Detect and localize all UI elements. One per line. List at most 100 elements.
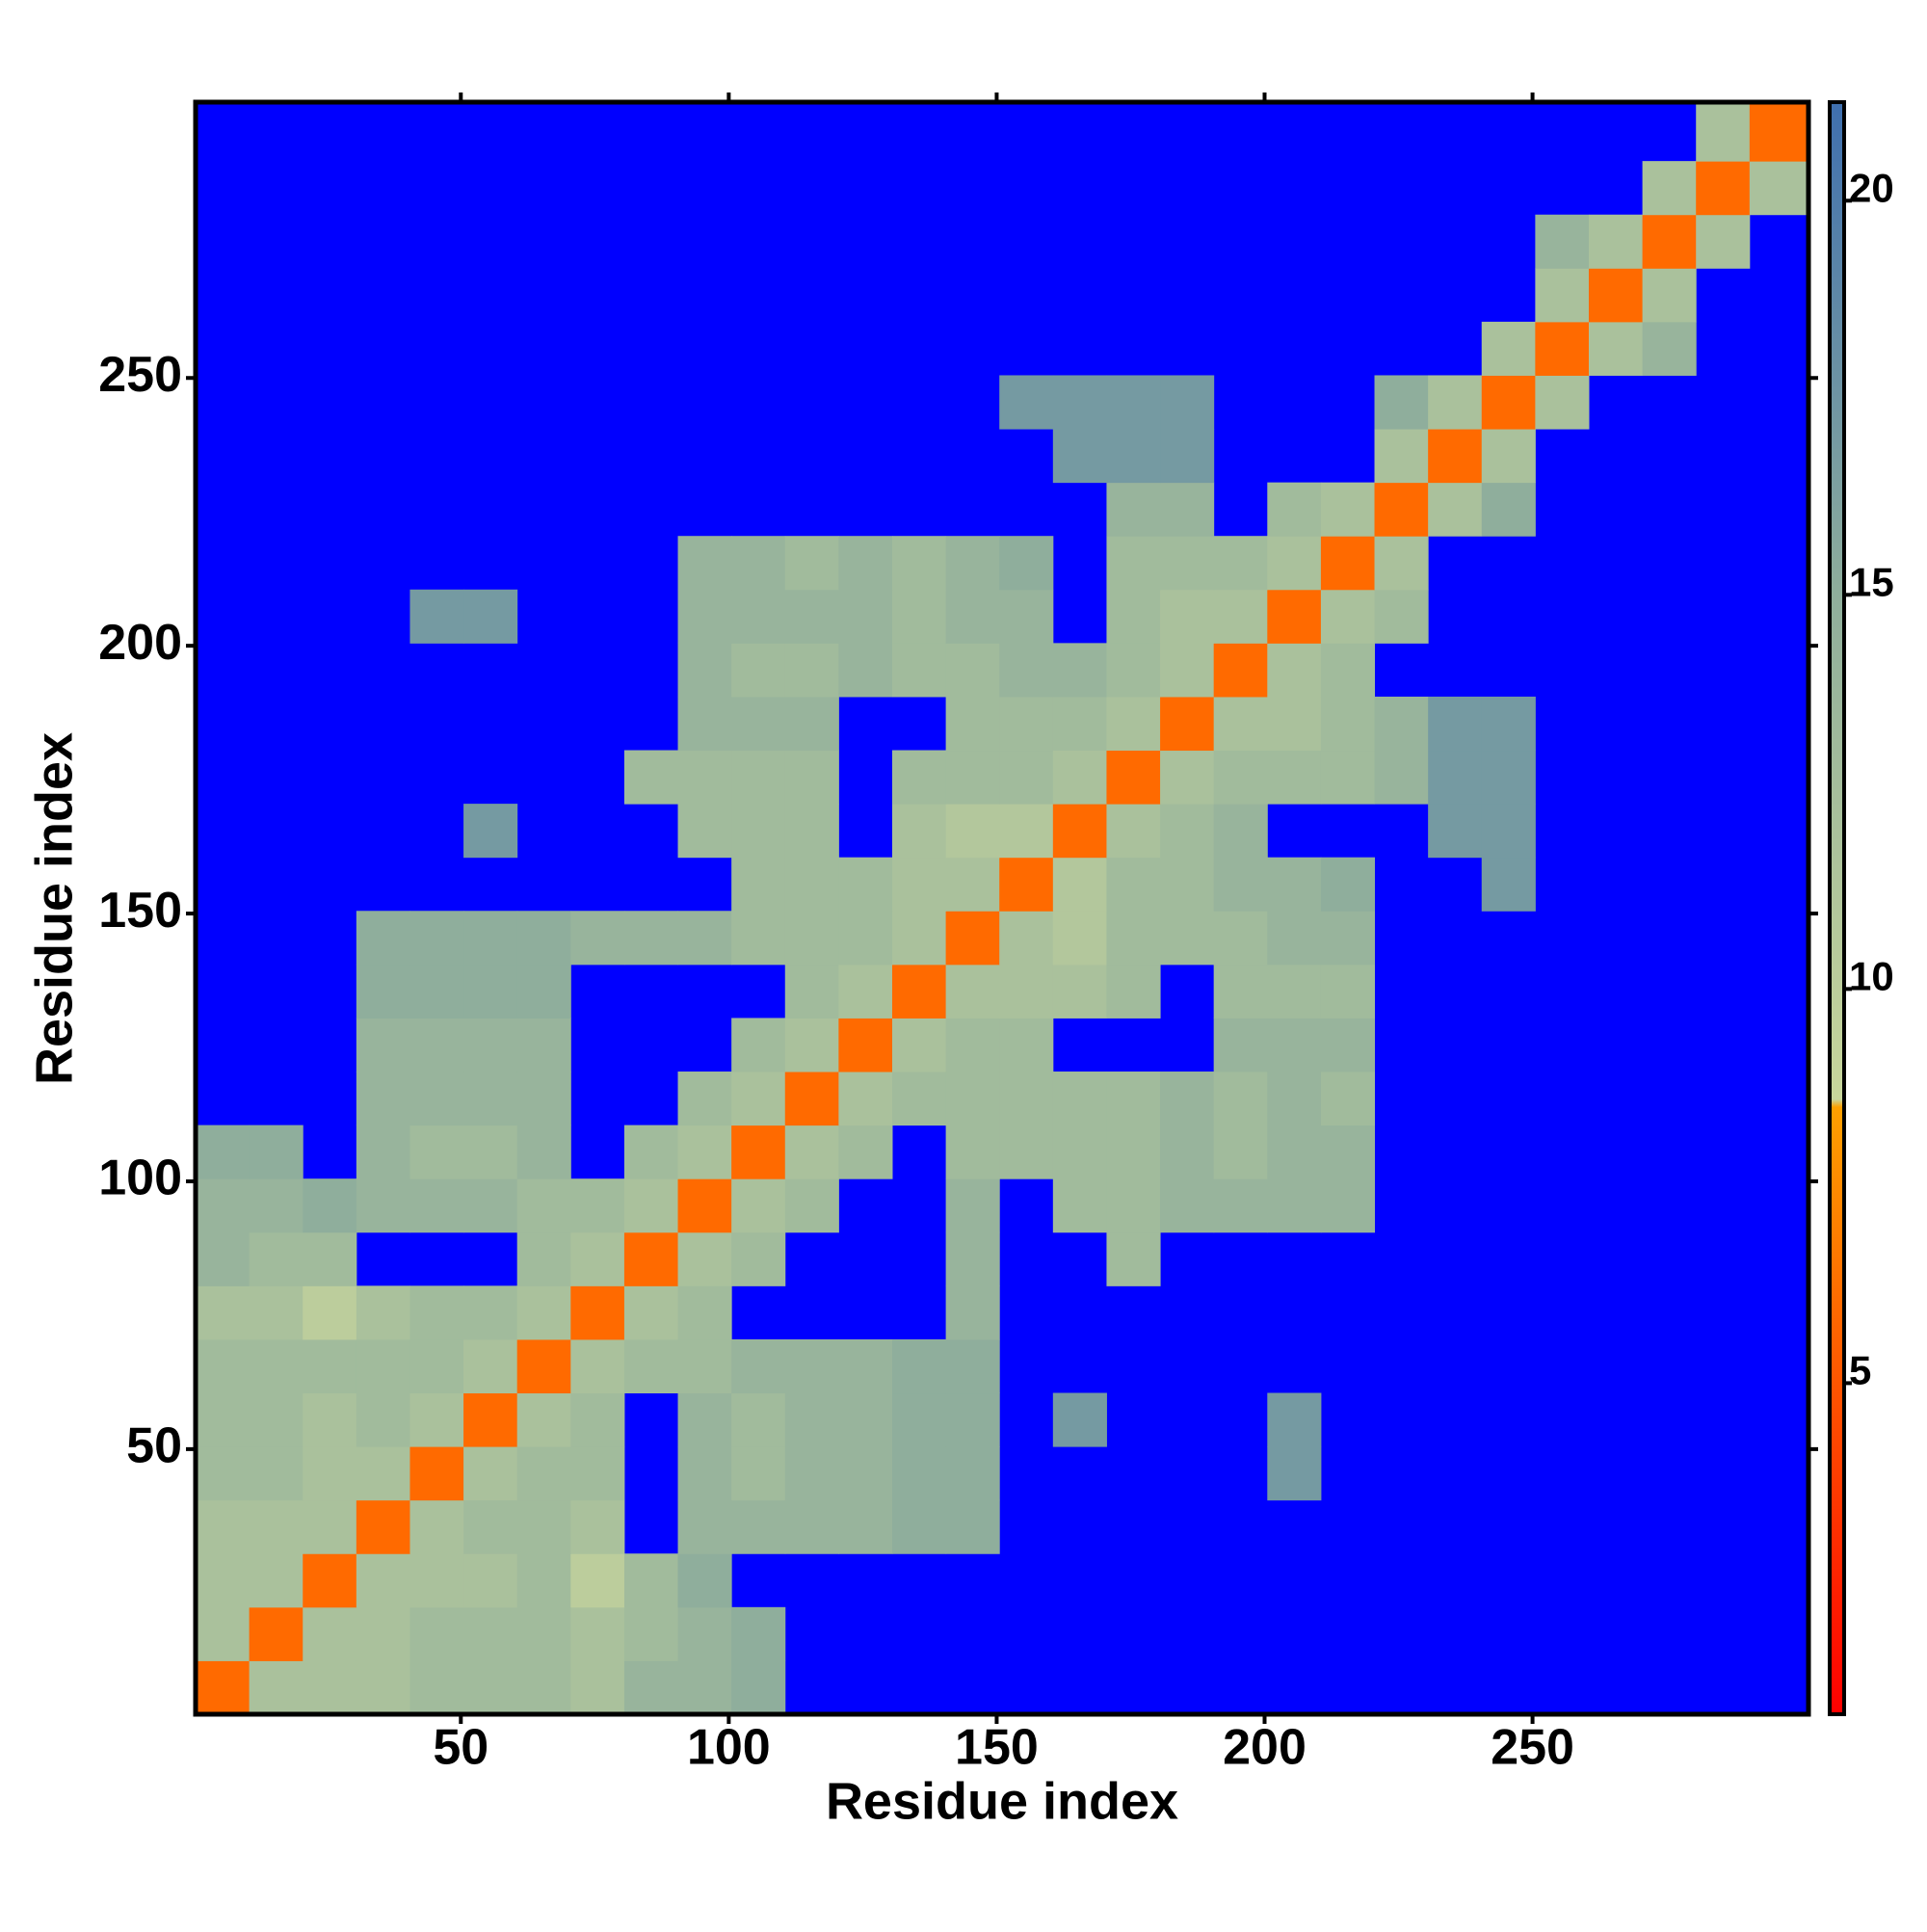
axes: 50 100 150 200 250 50 100 150 200 250 5 10 15 20 [98, 93, 1894, 1776]
heatmap-cell [196, 1606, 251, 1661]
heatmap-cell [999, 1125, 1054, 1179]
heatmap-cell [784, 1499, 839, 1554]
heatmap-cell [356, 911, 410, 966]
heatmap-cell [838, 1338, 893, 1394]
heatmap-cell [196, 1125, 251, 1179]
heatmap-cell [1320, 1072, 1376, 1126]
heatmap-cell [1374, 482, 1429, 537]
heatmap-cell [891, 964, 947, 1019]
heatmap-cell [677, 1338, 732, 1394]
heatmap-cell [1106, 857, 1161, 912]
heatmap-cell [1106, 1231, 1161, 1286]
heatmap-cell [731, 1018, 786, 1072]
heatmap-cell [677, 536, 732, 591]
heatmap-cell [463, 1553, 518, 1608]
heatmap-cell [623, 911, 679, 966]
heatmap-cell [891, 750, 947, 805]
heatmap-cell [891, 536, 947, 591]
heatmap-cell [731, 857, 786, 912]
heatmap-cell [1106, 804, 1161, 859]
heatmap-cell [1106, 750, 1161, 805]
heatmap-cell [838, 1499, 893, 1554]
heatmap-cell [196, 1660, 251, 1715]
heatmap-cell [1481, 696, 1536, 752]
heatmap-cell [356, 1499, 410, 1554]
heatmap-cell [677, 804, 732, 859]
heatmap-cell [570, 1606, 625, 1661]
heatmap-cell [784, 1125, 839, 1179]
heatmap-cell [945, 696, 1000, 752]
heatmap-cell [731, 1072, 786, 1126]
heatmap-cell [196, 1231, 251, 1286]
heatmap-cell [677, 750, 732, 805]
heatmap-cell [1052, 696, 1107, 752]
heatmap-cell [196, 1499, 251, 1554]
heatmap-cell [677, 589, 732, 644]
heatmap-cell [249, 1338, 304, 1394]
heatmap-cell [1160, 536, 1215, 591]
heatmap-cell [784, 536, 839, 591]
heatmap-cell [1213, 911, 1268, 966]
heatmap-cell [1106, 375, 1161, 430]
heatmap-cell [1267, 1392, 1322, 1447]
heatmap-cell [516, 1018, 571, 1072]
heatmap-cell [249, 1125, 304, 1179]
heatmap-cell [1267, 964, 1322, 1019]
heatmap-cell [1160, 375, 1215, 430]
heatmap-cell [784, 1338, 839, 1394]
heatmap-cell [891, 1392, 947, 1447]
heatmap-cell [891, 911, 947, 966]
heatmap-cell [891, 1446, 947, 1501]
heatmap-cell [1535, 375, 1590, 430]
heatmap-cell [623, 1553, 679, 1608]
heatmap-cell [516, 1446, 571, 1501]
heatmap-cell [409, 1285, 464, 1340]
heatmap-cell [463, 964, 518, 1019]
heatmap-cell [1160, 1072, 1215, 1126]
heatmap-cell [1481, 375, 1536, 430]
heatmap-cell [838, 589, 893, 644]
heatmap-cell [623, 1606, 679, 1661]
heatmap-cell [999, 536, 1054, 591]
heatmap-cell [1267, 1446, 1322, 1501]
heatmap-cell [838, 1446, 893, 1501]
heatmap-cell [356, 1446, 410, 1501]
heatmap-cell [1642, 214, 1697, 269]
heatmap-cell [463, 1606, 518, 1661]
heatmap-cell [731, 750, 786, 805]
heatmap-cell [945, 1178, 1000, 1233]
heatmap-cell [1481, 321, 1536, 376]
heatmap-cell [1374, 589, 1429, 644]
heatmap-cell [945, 1285, 1000, 1340]
heatmap-cell [1535, 321, 1590, 376]
heatmap-cell [1320, 696, 1376, 752]
heatmap-cell [1428, 696, 1483, 752]
heatmap-cell [677, 1446, 732, 1501]
heatmap-cell [463, 1499, 518, 1554]
heatmap-cell [677, 1178, 732, 1233]
heatmap-cell [677, 1285, 732, 1340]
heatmap-cell [409, 1553, 464, 1608]
heatmap-cell [945, 964, 1000, 1019]
heatmap-cell [1320, 1018, 1376, 1072]
heatmap-cell [249, 1499, 304, 1554]
heatmap-cell [945, 1018, 1000, 1072]
heatmap-cell [1267, 1125, 1322, 1179]
heatmap-cell [1749, 102, 1809, 162]
heatmap-cell [570, 1178, 625, 1233]
heatmap-cell [356, 1553, 410, 1608]
heatmap-cell [1535, 214, 1590, 269]
heatmap-cell [409, 1338, 464, 1394]
heatmap-cell [196, 1285, 251, 1340]
heatmap-cell [463, 1392, 518, 1447]
heatmap-cell [677, 1231, 732, 1286]
heatmap-cell [356, 1178, 410, 1233]
heatmap-cell [1052, 804, 1107, 859]
heatmap-cell [838, 857, 893, 912]
heatmap-cell [1052, 964, 1107, 1019]
heatmap-cell [1428, 429, 1483, 484]
heatmap-cell [731, 1499, 786, 1554]
heatmap-cell [999, 643, 1054, 698]
plot-frame [193, 99, 1811, 1717]
heatmap-cell [1588, 268, 1644, 323]
